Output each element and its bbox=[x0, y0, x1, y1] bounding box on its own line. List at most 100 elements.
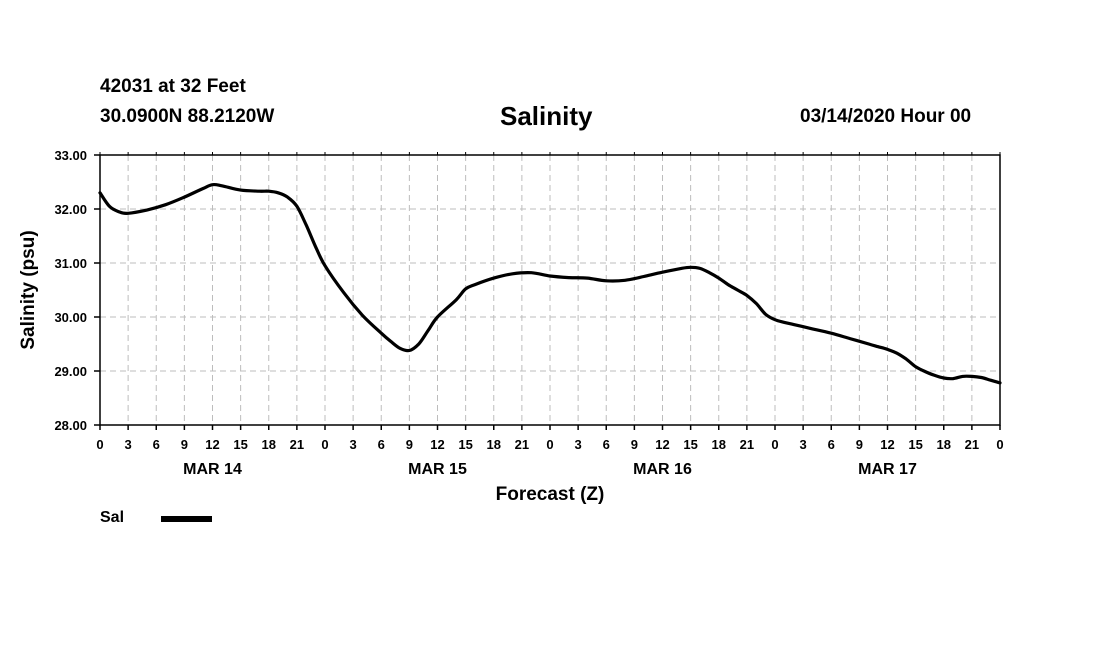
y-tick-label: 28.00 bbox=[54, 418, 87, 433]
data-point bbox=[848, 337, 852, 340]
data-point bbox=[605, 279, 608, 282]
station-title: 42031 at 32 Feet bbox=[100, 76, 246, 97]
data-point bbox=[792, 323, 795, 326]
data-point bbox=[361, 314, 364, 317]
x-tick-label: 12 bbox=[430, 437, 444, 452]
y-tick-label: 32.00 bbox=[54, 202, 87, 217]
data-point bbox=[830, 332, 833, 335]
chart-title: Salinity bbox=[500, 101, 593, 131]
data-point bbox=[680, 267, 683, 270]
x-tick-label: 18 bbox=[487, 437, 501, 452]
x-tick-label: 21 bbox=[290, 437, 304, 452]
data-point bbox=[220, 184, 224, 187]
x-tick-label: 18 bbox=[937, 437, 951, 452]
data-point bbox=[417, 342, 420, 346]
data-point bbox=[398, 347, 402, 350]
data-point bbox=[473, 283, 477, 286]
x-tick-label: 12 bbox=[655, 437, 669, 452]
y-tick-label: 31.00 bbox=[54, 256, 87, 271]
x-tick-label: 6 bbox=[153, 437, 160, 452]
data-point bbox=[923, 370, 927, 373]
day-label: MAR 15 bbox=[408, 461, 467, 478]
data-point bbox=[511, 272, 514, 275]
x-tick-label: 21 bbox=[965, 437, 979, 452]
x-tick-label: 0 bbox=[321, 437, 328, 452]
data-point bbox=[239, 188, 242, 192]
x-tick-label: 6 bbox=[378, 437, 385, 452]
day-label: MAR 16 bbox=[633, 461, 692, 478]
legend-swatch-sal bbox=[161, 516, 212, 522]
x-tick-label: 9 bbox=[856, 437, 863, 452]
x-axis-label: Forecast (Z) bbox=[496, 484, 605, 505]
data-point bbox=[455, 298, 458, 301]
x-axis: 0 3 6 9 12 15 18 21 0 3 6 9 12 15 18 21 0 3 6 9 12 15 18 21 0 3 6 9… bbox=[96, 152, 1004, 452]
data-point bbox=[211, 183, 214, 186]
x-tick-label: 9 bbox=[181, 437, 188, 452]
series-points bbox=[98, 183, 1002, 385]
data-point bbox=[108, 205, 111, 208]
x-tick-label: 6 bbox=[603, 437, 610, 452]
x-tick-label: 0 bbox=[771, 437, 778, 452]
data-point bbox=[342, 291, 345, 294]
day-labels: MAR 14 MAR 15 MAR 16 MAR 17 bbox=[183, 461, 917, 478]
station-coordinates: 30.0900N 88.2120W bbox=[100, 106, 275, 127]
data-point bbox=[436, 315, 439, 319]
data-point bbox=[811, 327, 814, 331]
data-point bbox=[567, 276, 570, 279]
x-tick-label: 18 bbox=[262, 437, 276, 452]
data-point bbox=[623, 279, 627, 282]
data-point bbox=[286, 195, 289, 199]
x-tick-label: 12 bbox=[205, 437, 219, 452]
data-point bbox=[726, 283, 730, 286]
data-point bbox=[783, 321, 786, 324]
grid-lines bbox=[100, 155, 1000, 425]
data-point bbox=[183, 195, 186, 199]
data-point bbox=[642, 275, 645, 278]
data-point bbox=[989, 379, 992, 382]
data-point bbox=[164, 203, 167, 206]
x-tick-label: 15 bbox=[233, 437, 247, 452]
data-point bbox=[886, 348, 889, 351]
x-tick-label: 0 bbox=[546, 437, 553, 452]
data-point bbox=[914, 365, 917, 368]
y-tick-label: 30.00 bbox=[54, 310, 87, 325]
data-point bbox=[717, 276, 720, 280]
data-point bbox=[117, 210, 121, 213]
y-tick-label: 29.00 bbox=[54, 364, 87, 379]
data-point bbox=[276, 191, 280, 194]
x-tick-label: 3 bbox=[125, 437, 132, 452]
x-tick-label: 0 bbox=[996, 437, 1003, 452]
data-point bbox=[267, 190, 270, 193]
x-tick-label: 15 bbox=[683, 437, 697, 452]
data-point bbox=[305, 224, 308, 227]
data-point bbox=[689, 266, 692, 269]
data-point bbox=[961, 375, 964, 378]
data-point bbox=[323, 264, 327, 267]
data-point bbox=[998, 381, 1002, 385]
y-axis: 28.00 29.00 30.00 31.00 32.00 33.00 bbox=[54, 148, 100, 433]
data-point bbox=[380, 332, 383, 335]
series-line-sal bbox=[98, 182, 1002, 385]
x-tick-label: 12 bbox=[880, 437, 894, 452]
data-point bbox=[548, 274, 552, 278]
data-point bbox=[905, 357, 908, 361]
x-tick-label: 0 bbox=[96, 437, 103, 452]
data-point bbox=[258, 190, 261, 193]
data-point bbox=[426, 329, 430, 332]
data-point bbox=[980, 376, 983, 379]
x-tick-label: 3 bbox=[575, 437, 582, 452]
data-point bbox=[708, 271, 711, 274]
y-tick-label: 33.00 bbox=[54, 148, 87, 163]
data-point bbox=[951, 377, 955, 380]
x-tick-label: 3 bbox=[350, 437, 357, 452]
data-point bbox=[586, 276, 589, 280]
data-point bbox=[145, 208, 149, 212]
data-point bbox=[126, 212, 130, 215]
x-tick-label: 15 bbox=[458, 437, 472, 452]
data-point bbox=[661, 271, 664, 274]
data-point bbox=[933, 374, 936, 377]
data-point bbox=[755, 302, 758, 305]
data-point bbox=[970, 375, 974, 378]
data-point bbox=[876, 345, 880, 348]
x-tick-label: 15 bbox=[908, 437, 922, 452]
